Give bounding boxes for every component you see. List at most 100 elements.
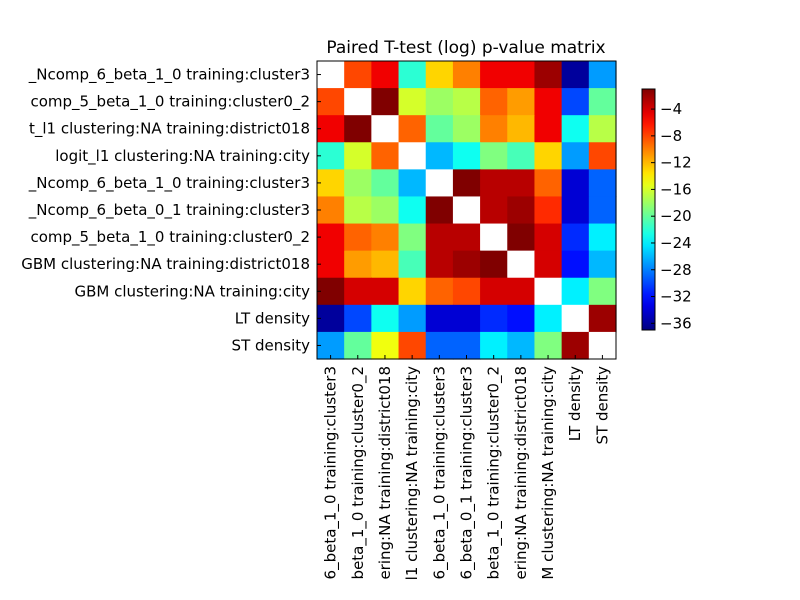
x-axis-tick-labels: 6_beta_1_0 training:cluster3 beta_1_0 tra… xyxy=(322,355,611,580)
heatmap-cell xyxy=(507,277,536,306)
heatmap-cell xyxy=(344,115,372,143)
heatmap-cell xyxy=(452,169,481,198)
heatmap-cell xyxy=(371,115,400,143)
heatmap-cell xyxy=(561,61,590,89)
heatmap-cell xyxy=(480,61,508,89)
heatmap-cell xyxy=(534,142,563,170)
heatmap-cell xyxy=(534,196,563,225)
colorbar-tick-label: −32 xyxy=(660,288,692,306)
colorbar-tick-label: −28 xyxy=(660,261,692,279)
heatmap-cell xyxy=(452,331,481,360)
heatmap-cell xyxy=(480,88,508,116)
colorbar xyxy=(641,88,656,331)
heatmap-cell xyxy=(398,277,427,306)
heatmap-cell xyxy=(344,61,372,89)
heatmap-cell xyxy=(534,250,563,279)
heatmap-cell xyxy=(425,250,454,279)
heatmap-cell xyxy=(588,250,617,279)
heatmap-cell xyxy=(425,115,454,143)
heatmap-cell xyxy=(561,304,590,333)
heatmap-cell xyxy=(398,169,427,198)
heatmap-cell xyxy=(317,250,345,279)
heatmap-cell xyxy=(507,250,536,279)
heatmap-cell xyxy=(588,61,617,89)
heatmap-cell xyxy=(344,304,372,333)
y-tick-label: t_l1 clustering:NA training:district018 xyxy=(29,120,310,139)
colorbar-tick-label: −36 xyxy=(660,314,692,332)
x-tick-label: ering:NA training:district018 xyxy=(376,366,394,580)
y-tick-label: logit_l1 clustering:NA training:city xyxy=(55,147,310,166)
heatmap-cell xyxy=(344,331,372,360)
heatmap-cell xyxy=(371,250,400,279)
heatmap-cell xyxy=(507,304,536,333)
x-tick-label: 6_beta_0_1 training:cluster3 xyxy=(458,366,477,579)
heatmap-cell xyxy=(561,196,590,225)
heatmap-cell xyxy=(398,250,427,279)
heatmap-cell xyxy=(480,277,508,306)
heatmap-cell xyxy=(452,223,481,252)
heatmap-cell xyxy=(480,115,508,143)
heatmap-cell xyxy=(507,88,536,116)
heatmap-cell xyxy=(317,196,345,225)
heatmap-cell xyxy=(344,250,372,279)
heatmap-cell xyxy=(588,223,617,252)
heatmap-cell xyxy=(561,88,590,116)
heatmap-cell xyxy=(561,277,590,306)
heatmap-cell xyxy=(398,142,427,170)
heatmap-cell xyxy=(398,88,427,116)
heatmap-cell xyxy=(507,169,536,198)
y-tick-label: _Ncomp_6_beta_1_0 training:cluster3 xyxy=(28,174,310,193)
colorbar-tick-label: −24 xyxy=(660,234,692,252)
heatmap-cell xyxy=(317,304,345,333)
heatmap-cell xyxy=(588,196,617,225)
heatmap-cell xyxy=(371,304,400,333)
heatmap-cell xyxy=(561,142,590,170)
heatmap-cell xyxy=(507,223,536,252)
heatmap-cell xyxy=(398,61,427,89)
heatmap-cell xyxy=(344,223,372,252)
heatmap-cell xyxy=(317,61,345,89)
colorbar-tick-label: −16 xyxy=(660,180,692,198)
heatmap-cell xyxy=(398,196,427,225)
heatmap-cell xyxy=(534,88,563,116)
y-tick-label: GBM clustering:NA training:city xyxy=(75,282,311,300)
heatmap-cell xyxy=(317,331,345,360)
heatmap-cell xyxy=(588,304,617,333)
heatmap-cell xyxy=(507,115,536,143)
heatmap-cell xyxy=(452,304,481,333)
x-tick-label: M clustering:NA training:city xyxy=(539,366,557,580)
heatmap-cell xyxy=(534,331,563,360)
heatmap-cells xyxy=(317,61,617,360)
heatmap-cell xyxy=(561,223,590,252)
colorbar-tick-label: −4 xyxy=(660,100,682,118)
heatmap-cell xyxy=(425,277,454,306)
heatmap-cell xyxy=(588,115,617,143)
heatmap-cell xyxy=(398,331,427,360)
heatmap-cell xyxy=(371,88,400,116)
heatmap-cell xyxy=(452,196,481,225)
y-tick-label: GBM clustering:NA training:district018 xyxy=(21,255,310,273)
heatmap-cell xyxy=(425,61,454,89)
heatmap-cell xyxy=(588,331,617,360)
heatmap-cell xyxy=(534,223,563,252)
heatmap-cell xyxy=(534,115,563,143)
heatmap-cell xyxy=(588,277,617,306)
x-tick-label: l1 clustering:NA training:city xyxy=(403,366,421,580)
colorbar-tick-labels: −4 −8 −12 −16 −20 −24 −28 −32 −36 xyxy=(651,100,692,332)
x-tick-label: LT density xyxy=(566,366,584,441)
heatmap-cell xyxy=(561,250,590,279)
heatmap-cell xyxy=(425,196,454,225)
heatmap-cell xyxy=(452,142,481,170)
heatmap-cell xyxy=(425,169,454,198)
heatmap-cell xyxy=(398,223,427,252)
heatmap-cell xyxy=(452,277,481,306)
x-tick-label: beta_1_0 training:cluster0_2 xyxy=(349,366,368,579)
y-tick-label: ST density xyxy=(232,336,311,354)
heatmap-cell xyxy=(317,115,345,143)
y-tick-label: _Ncomp_6_beta_1_0 training:cluster3 xyxy=(28,66,310,85)
x-tick-label: ering:NA training:district018 xyxy=(512,366,530,580)
heatmap-cell xyxy=(480,331,508,360)
heatmap-cell xyxy=(452,88,481,116)
heatmap-cell xyxy=(344,196,372,225)
heatmap-cell xyxy=(425,304,454,333)
